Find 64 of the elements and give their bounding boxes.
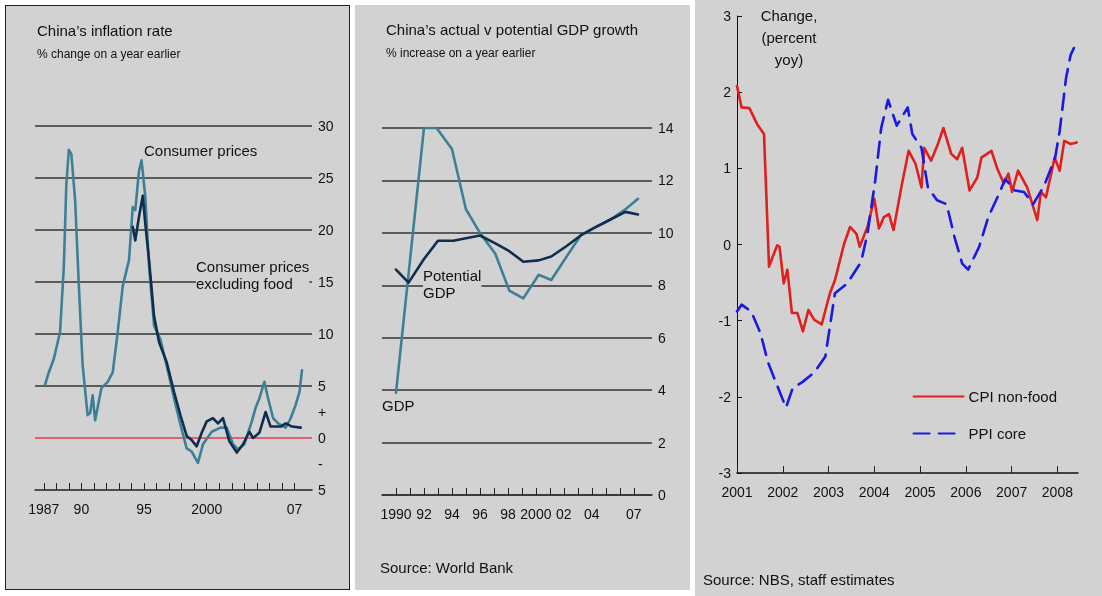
x-tick-label: 90 — [73, 501, 90, 517]
chart-subtitle: % change on a year earlier — [37, 47, 181, 61]
legend-label: CPI non-food — [968, 388, 1057, 405]
x-tick-label: 2000 — [520, 506, 552, 522]
annotation: Consumer prices excluding food — [196, 258, 310, 292]
annotation: GDP — [382, 397, 415, 414]
chart-title: China’s inflation rate — [37, 22, 173, 39]
y-tick-label: + — [318, 404, 327, 420]
y-tick-label: 8 — [658, 277, 666, 294]
annotation: Consumer prices — [144, 142, 258, 159]
y-tick-label: 10 — [318, 326, 334, 342]
annotation: Potential GDP — [423, 267, 482, 301]
x-tick-label: 2002 — [767, 484, 799, 500]
line-series — [394, 210, 640, 284]
y-tick-label: -1 — [718, 312, 732, 329]
y-tick-label: 1 — [723, 160, 732, 177]
y-tick-label: 0 — [658, 487, 666, 503]
y-tick-label: 4 — [658, 382, 666, 399]
y-axis-title: Change, (percent yoy) — [760, 6, 818, 68]
x-tick-label: 2008 — [1041, 484, 1074, 500]
x-tick-label: 2005 — [904, 484, 936, 500]
x-tick-label: 04 — [584, 506, 600, 522]
x-tick-label: 07 — [286, 501, 303, 517]
chart-subtitle: % increase on a year earlier — [386, 46, 536, 60]
y-tick-label: 2 — [658, 434, 666, 451]
y-tick-label: 15 — [318, 274, 334, 290]
x-tick-label: 2004 — [858, 484, 891, 500]
y-tick-label: 5 — [318, 378, 326, 394]
line-series — [394, 126, 640, 395]
x-tick-label: 94 — [444, 506, 460, 522]
y-tick-label: 12 — [658, 172, 674, 189]
y-tick-label: 5 — [318, 482, 326, 498]
source-note: Source: NBS, staff estimates — [703, 571, 895, 588]
x-tick-label: 96 — [472, 506, 488, 522]
y-tick-label: 3 — [723, 8, 732, 24]
x-tick-label: 02 — [556, 506, 572, 522]
x-tick-label: 95 — [136, 501, 153, 517]
legend-label: PPI core — [968, 425, 1027, 442]
x-tick-label: 1990 — [380, 506, 412, 522]
x-tick-label: 2000 — [191, 501, 223, 517]
x-tick-label: 92 — [416, 506, 432, 522]
line-series — [735, 84, 1078, 333]
y-tick-label: -3 — [718, 465, 732, 481]
x-tick-label: 07 — [626, 506, 642, 522]
source-note: Source: World Bank — [380, 559, 514, 576]
y-tick-label: 25 — [318, 170, 334, 186]
line-series — [735, 46, 1076, 409]
x-tick-label: 2006 — [950, 484, 982, 500]
x-tick-label: 2003 — [812, 484, 845, 500]
y-tick-label: -2 — [718, 388, 732, 405]
x-tick-label: 2007 — [996, 484, 1028, 500]
y-tick-label: 20 — [318, 222, 334, 238]
y-tick-label: 30 — [318, 118, 334, 134]
y-tick-label: 6 — [658, 329, 666, 346]
y-tick-label: 0 — [723, 236, 732, 253]
x-tick-label: 98 — [500, 506, 516, 522]
y-tick-label: 10 — [658, 224, 674, 241]
y-tick-label: 14 — [658, 120, 674, 136]
y-tick-label: 2 — [723, 84, 732, 101]
y-tick-label: 0 — [318, 430, 326, 446]
x-tick-label: 1987 — [28, 501, 60, 517]
y-tick-label: - — [318, 456, 323, 472]
chart-title: China’s actual v potential GDP growth — [386, 21, 639, 38]
x-tick-label: 2001 — [721, 484, 753, 500]
